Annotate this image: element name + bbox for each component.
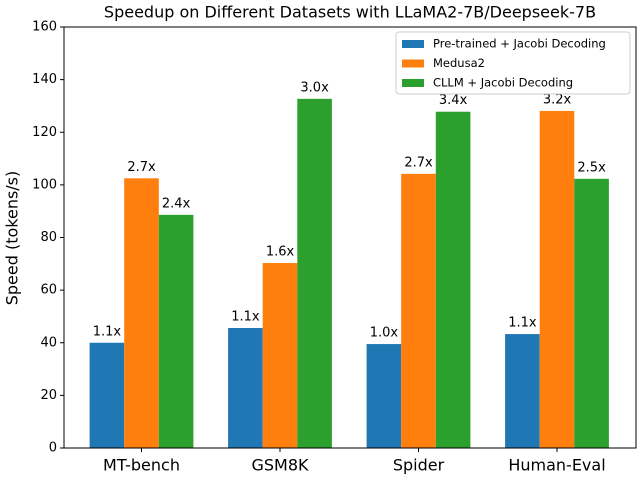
x-tick-label: Human-Eval bbox=[508, 456, 605, 475]
x-tick-label: Spider bbox=[393, 456, 445, 475]
legend-label: CLLM + Jacobi Decoding bbox=[433, 76, 573, 90]
y-tick-label: 60 bbox=[40, 283, 57, 298]
legend-swatch bbox=[402, 59, 424, 68]
bar bbox=[297, 98, 332, 448]
y-tick-label: 160 bbox=[32, 20, 57, 35]
y-tick-label: 80 bbox=[40, 230, 57, 245]
x-tick-label: MT-bench bbox=[103, 456, 180, 475]
speedup-label: 3.2x bbox=[543, 92, 572, 107]
y-tick-label: 100 bbox=[32, 177, 57, 192]
speedup-label: 3.0x bbox=[300, 80, 329, 95]
speedup-label: 1.0x bbox=[370, 326, 399, 341]
speedup-label: 3.4x bbox=[439, 93, 468, 108]
y-tick-label: 0 bbox=[49, 441, 57, 456]
bar bbox=[574, 178, 609, 448]
speedup-label: 2.4x bbox=[162, 196, 191, 211]
chart-title: Speedup on Different Datasets with LLaMA… bbox=[104, 3, 596, 22]
speedup-label: 2.7x bbox=[404, 155, 433, 170]
legend-swatch bbox=[402, 40, 424, 48]
plot-frame bbox=[63, 26, 637, 449]
bar bbox=[435, 111, 471, 448]
y-tick-label: 40 bbox=[40, 335, 57, 350]
speedup-label: 1.1x bbox=[93, 324, 122, 339]
y-tick-label: 20 bbox=[40, 388, 57, 403]
bar bbox=[89, 342, 125, 448]
speedup-label: 1.1x bbox=[508, 316, 537, 331]
bar bbox=[124, 178, 159, 448]
x-tick-label: GSM8K bbox=[251, 456, 309, 475]
bar bbox=[505, 334, 540, 448]
y-tick-label: 120 bbox=[32, 125, 57, 140]
legend-swatch bbox=[402, 79, 424, 87]
bar bbox=[228, 328, 263, 448]
bar bbox=[401, 173, 436, 449]
speedup-label: 2.7x bbox=[127, 160, 156, 175]
bar bbox=[262, 263, 298, 448]
y-axis-label: Speed (tokens/s) bbox=[3, 171, 22, 306]
speedup-label: 1.6x bbox=[266, 245, 295, 260]
legend-box bbox=[395, 31, 631, 95]
legend-label: Pre-trained + Jacobi Decoding bbox=[433, 37, 606, 51]
y-tick-label: 140 bbox=[32, 72, 57, 87]
bar bbox=[366, 344, 402, 448]
speedup-label: 2.5x bbox=[577, 160, 606, 175]
bar bbox=[539, 110, 575, 448]
legend-label: Medusa2 bbox=[433, 56, 485, 70]
bar bbox=[158, 214, 194, 448]
speedup-label: 1.1x bbox=[231, 310, 260, 325]
